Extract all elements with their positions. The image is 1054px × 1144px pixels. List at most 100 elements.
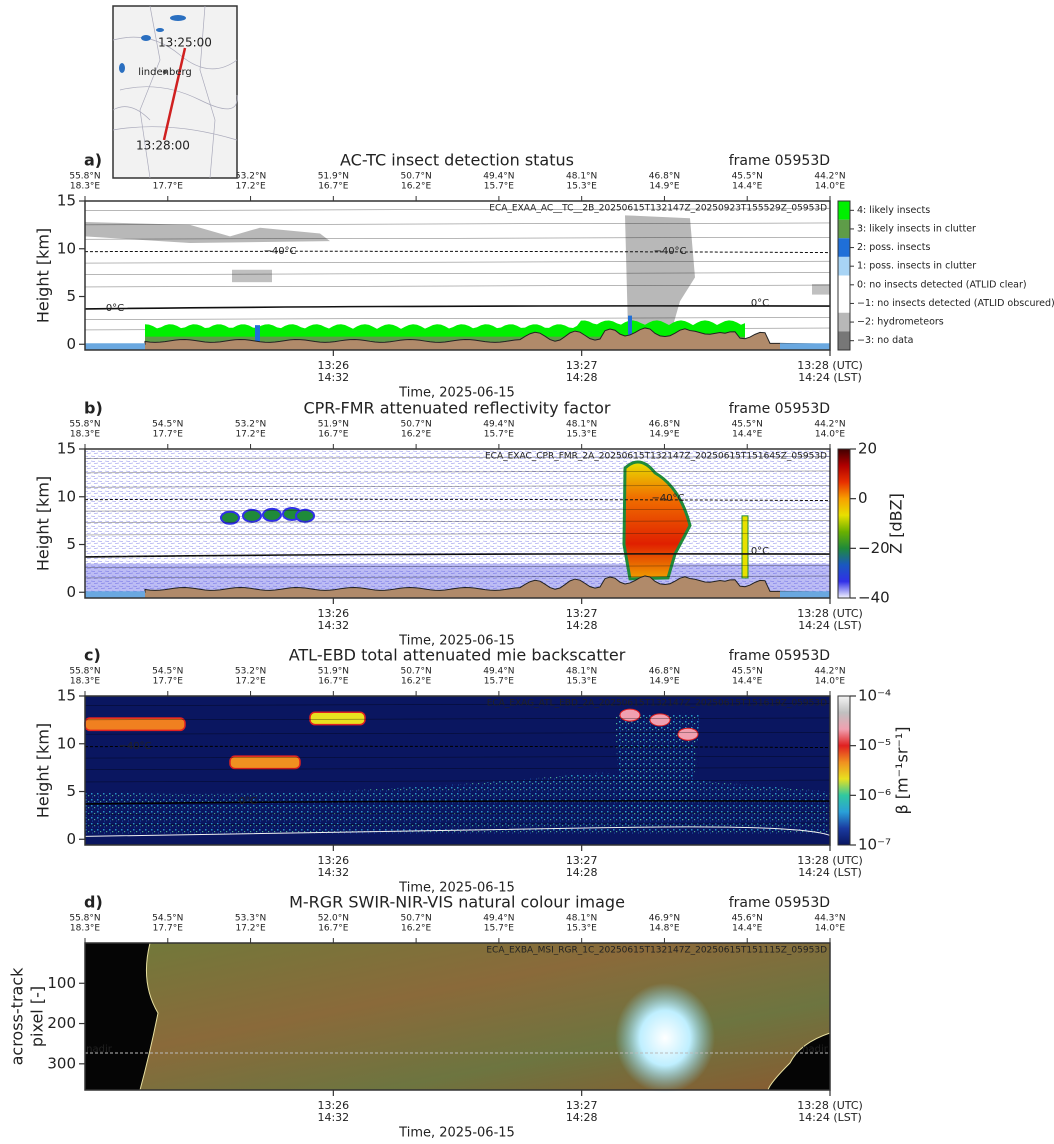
top-tick-lat: 55.8°N xyxy=(69,172,100,182)
cloud xyxy=(310,712,365,724)
contour-label: −40°C xyxy=(118,741,151,752)
top-tick-lon: 16.2°E xyxy=(401,430,432,440)
top-tick-lat: 53.2°N xyxy=(235,172,266,182)
plot-bg xyxy=(85,943,830,1090)
top-tick-lon: 17.7°E xyxy=(153,430,184,440)
colorbar-tick-label: 10⁻⁶ xyxy=(858,786,891,804)
y-tick-label: 15 xyxy=(57,687,76,705)
top-tick-lat: 51.9°N xyxy=(318,172,349,182)
x-tick-label-lst: 14:24 (LST) xyxy=(798,866,862,879)
top-tick-lat: 51.9°N xyxy=(318,667,349,677)
panel-label: c) xyxy=(84,646,101,665)
y-axis-label: Height [km] xyxy=(34,723,53,818)
colorbar-tick-label: −40 xyxy=(858,589,890,607)
sea xyxy=(85,343,145,350)
top-tick-lon: 16.7°E xyxy=(318,924,349,934)
top-tick-lat: 46.8°N xyxy=(649,172,680,182)
panel: nadirnadirECA_EXBA_MSI_RGR_1C_20250615T1… xyxy=(8,893,863,1141)
map-lake xyxy=(141,35,151,41)
top-tick-lon: 15.3°E xyxy=(567,924,598,934)
top-tick-lon: 16.7°E xyxy=(318,182,349,192)
map-label: lindenberg xyxy=(138,67,192,78)
top-tick-lon: 15.7°E xyxy=(484,924,515,934)
top-tick-lat: 50.7°N xyxy=(400,172,431,182)
top-tick-lat: 48.1°N xyxy=(566,914,597,924)
echo xyxy=(296,510,314,522)
top-tick-lon: 14.4°E xyxy=(732,677,763,687)
product-id: ECA_EXAA_AC__TC__2B_20250615T132147Z_202… xyxy=(489,204,827,214)
panel-label: a) xyxy=(84,151,102,170)
legend-label: 3: likely insects in clutter xyxy=(857,223,976,234)
map-lake xyxy=(119,63,125,73)
contour-label: −40°C xyxy=(263,246,296,257)
top-tick-lon: 15.7°E xyxy=(484,430,515,440)
map-label: 13:25:00 xyxy=(158,36,212,50)
legend-label: −2: hydrometeors xyxy=(857,317,944,328)
top-tick-lon: 15.3°E xyxy=(567,430,598,440)
x-tick-label-lst: 14:28 xyxy=(566,371,598,384)
legend-swatch xyxy=(838,220,850,239)
legend-swatch xyxy=(838,313,850,332)
top-tick-lat: 45.5°N xyxy=(732,420,763,430)
x-tick-label-lst: 14:24 (LST) xyxy=(798,619,862,632)
top-tick-lon: 14.8°E xyxy=(649,924,680,934)
top-tick-lon: 14.9°E xyxy=(649,430,680,440)
contour-label: −40°C xyxy=(651,493,684,504)
y-tick-label: 100 xyxy=(47,974,76,992)
top-tick-lon: 16.7°E xyxy=(318,677,349,687)
y-tick-label: 0 xyxy=(66,335,76,353)
top-tick-lon: 17.2°E xyxy=(235,677,266,687)
panel-title: AC-TC insect detection status xyxy=(340,151,574,170)
cloud-top xyxy=(678,728,698,740)
top-tick-lat: 44.2°N xyxy=(814,420,845,430)
top-tick-lat: 49.4°N xyxy=(483,667,514,677)
panel-title: M-RGR SWIR-NIR-VIS natural colour image xyxy=(289,893,625,912)
sea xyxy=(780,591,830,598)
x-tick-label-lst: 14:32 xyxy=(317,371,349,384)
y-tick-label: 15 xyxy=(57,192,76,210)
colorbar-tick-label: −20 xyxy=(858,539,890,557)
legend-swatch xyxy=(838,294,850,313)
top-tick-lon: 15.7°E xyxy=(484,677,515,687)
top-tick-lat: 45.5°N xyxy=(732,172,763,182)
panel: −40°C0°CECA_EXAC_CPR_FMR_2A_20250615T132… xyxy=(34,399,906,649)
top-tick-lon: 17.2°E xyxy=(235,430,266,440)
top-tick-lat: 44.2°N xyxy=(814,172,845,182)
top-tick-lon: 14.4°E xyxy=(732,430,763,440)
storm xyxy=(742,516,748,578)
contour-label: 0°C xyxy=(239,796,257,807)
y-tick-label: 5 xyxy=(66,535,76,553)
y-axis-label: Height [km] xyxy=(34,228,53,323)
poss-insects xyxy=(628,316,632,335)
cloud xyxy=(230,756,300,768)
top-tick-lon: 17.7°E xyxy=(153,924,184,934)
y-tick-label: 15 xyxy=(57,440,76,458)
legend-label: 1: poss. insects in clutter xyxy=(857,261,976,272)
top-tick-lon: 18.3°E xyxy=(70,924,101,934)
colorbar xyxy=(838,449,850,598)
panel-label: b) xyxy=(84,399,103,418)
panel-title: CPR-FMR attenuated reflectivity factor xyxy=(303,399,610,418)
top-tick-lat: 54.5°N xyxy=(152,667,183,677)
y-axis-label: Height [km] xyxy=(34,476,53,571)
legend-label: 0: no insects detected (ATLID clear) xyxy=(857,279,1027,290)
top-tick-lon: 18.3°E xyxy=(70,677,101,687)
top-tick-lat: 48.1°N xyxy=(566,420,597,430)
y-tick-label: 0 xyxy=(66,830,76,848)
top-tick-lat: 50.7°N xyxy=(400,667,431,677)
top-tick-lat: 55.8°N xyxy=(69,667,100,677)
x-tick-label-lst: 14:32 xyxy=(317,619,349,632)
top-tick-lon: 15.3°E xyxy=(567,182,598,192)
y-tick-label: 300 xyxy=(47,1054,76,1072)
top-tick-lon: 17.2°E xyxy=(235,182,266,192)
product-id: ECA_EXAC_CPR_FMR_2A_20250615T132147Z_202… xyxy=(485,452,827,462)
y-tick-label: 10 xyxy=(57,487,76,505)
sea xyxy=(780,343,830,350)
top-tick-lon: 18.3°E xyxy=(70,430,101,440)
legend-swatch xyxy=(838,201,850,220)
top-tick-lat: 49.4°N xyxy=(483,914,514,924)
hydrometeor xyxy=(232,270,272,282)
top-tick-lat: 53.2°N xyxy=(235,667,266,677)
map-inset: 13:25:0013:28:00lindenberg xyxy=(113,6,237,178)
contour-label: −40°C xyxy=(653,246,686,257)
